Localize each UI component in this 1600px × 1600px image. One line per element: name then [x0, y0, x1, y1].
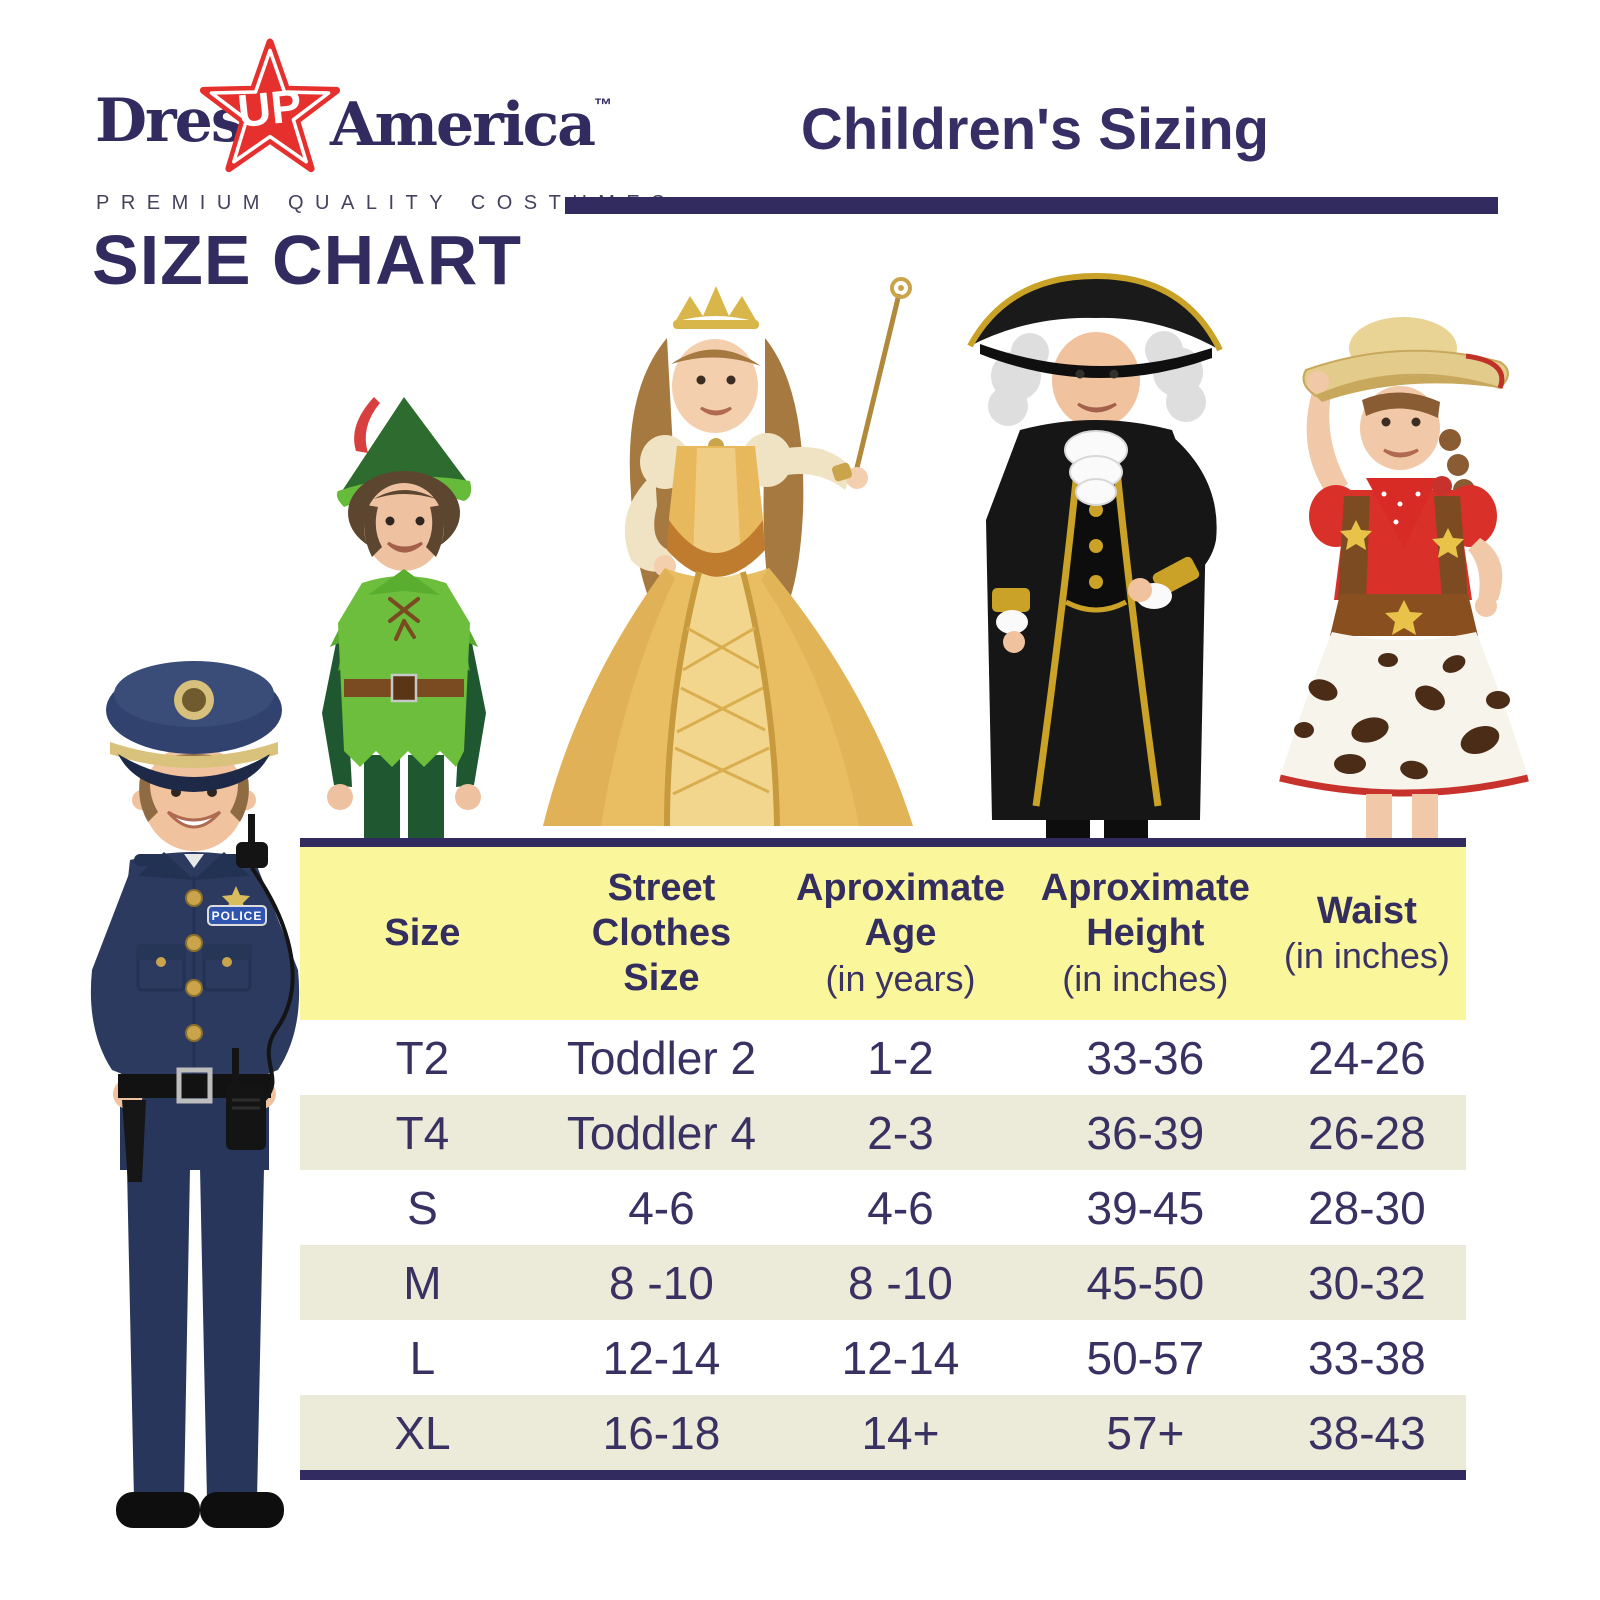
police-patch-label: POLICE: [212, 909, 263, 923]
logo-text-up: UP: [235, 79, 304, 137]
header-waist: Waist (in inches): [1283, 889, 1450, 977]
table-top-border: [300, 838, 1466, 847]
table-row-t2: T2 Toddler 2 1-2 33-36 24-26: [300, 1020, 1466, 1095]
table-row-s: S 4-6 4-6 39-45 28-30: [300, 1170, 1466, 1245]
table-row-m: M 8 -10 8 -10 45-50 30-32: [300, 1245, 1466, 1320]
table-bottom-border: [300, 1470, 1466, 1480]
brand-tagline: PREMIUM QUALITY COSTUMES: [96, 192, 677, 214]
size-chart-heading: SIZE CHART: [92, 221, 522, 299]
peter-pan-costume-figure: [278, 383, 530, 843]
trademark-symbol: ™: [594, 95, 612, 115]
page-title: Children's Sizing: [800, 97, 1270, 162]
header-size: Size: [384, 912, 461, 955]
title-divider: [565, 197, 1498, 214]
table-header-row: Size Street Clothes Size Aproximate Age …: [300, 847, 1466, 1020]
logo-text-america: America™: [330, 90, 612, 160]
police-costume-figure: POLICE: [52, 648, 337, 1560]
princess-costume-figure: [515, 268, 940, 843]
table-row-xl: XL 16-18 14+ 57+ 38-43: [300, 1395, 1466, 1470]
logo-star-icon: UP: [199, 38, 341, 173]
header-street-clothes-size: Street Clothes Size: [591, 867, 732, 999]
header-approximate-height: Aproximate Height (in inches): [1040, 867, 1250, 999]
table-row-t4: T4 Toddler 4 2-3 36-39 26-28: [300, 1095, 1466, 1170]
size-table: Size Street Clothes Size Aproximate Age …: [300, 838, 1466, 1480]
header-approximate-age: Aproximate Age (in years): [795, 867, 1005, 999]
table-row-l: L 12-14 12-14 50-57 33-38: [300, 1320, 1466, 1395]
cowgirl-costume-figure: [1228, 298, 1563, 843]
colonial-costume-figure: [928, 258, 1263, 842]
